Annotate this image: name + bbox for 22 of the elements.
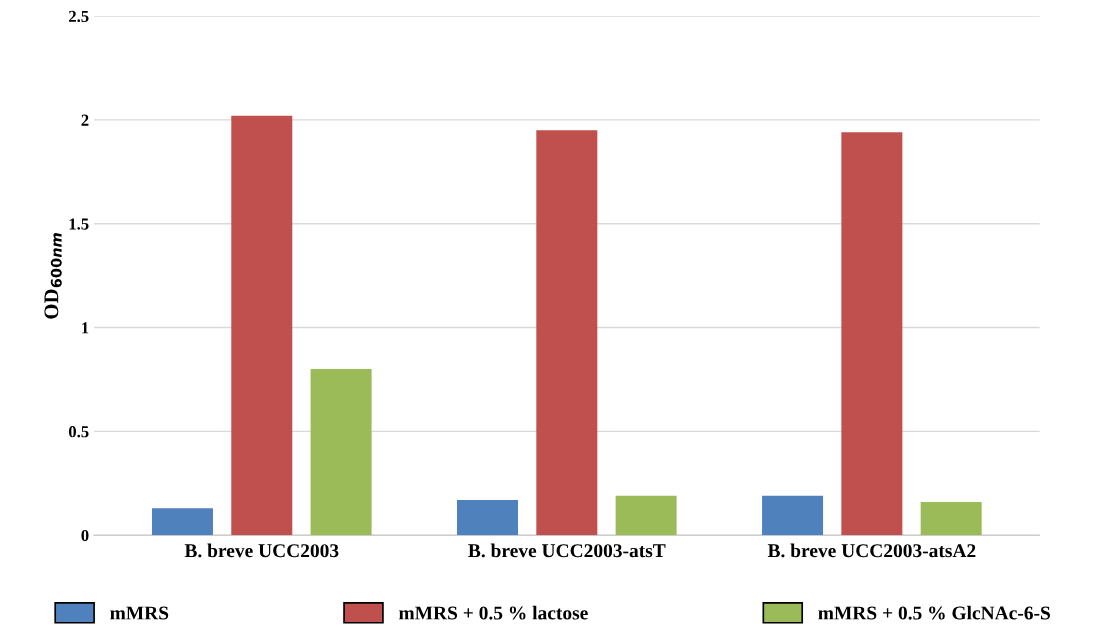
bar bbox=[231, 115, 293, 536]
bar bbox=[457, 499, 519, 536]
legend-label: mMRS + 0.5 % GlcNAc-6-S bbox=[818, 605, 1050, 620]
bar bbox=[762, 495, 824, 536]
bar bbox=[536, 130, 598, 536]
bar bbox=[841, 132, 903, 536]
x-tick-label: B. breve UCC2003 bbox=[184, 543, 339, 558]
x-tick-label: B. breve UCC2003-atsA2 bbox=[767, 543, 976, 558]
bar bbox=[920, 502, 982, 536]
bar bbox=[151, 508, 213, 536]
y-tick-label: 1.5 bbox=[69, 218, 89, 230]
y-tick-label: 2.5 bbox=[69, 10, 89, 23]
y-tick-label: 1 bbox=[82, 322, 89, 334]
legend-label: mMRS + 0.5 % lactose bbox=[399, 605, 588, 620]
bar bbox=[310, 369, 372, 536]
y-tick-label: 0 bbox=[81, 529, 89, 542]
legend-label: mMRS bbox=[110, 606, 169, 620]
y-axis-title: OD$_{600nm}$ bbox=[44, 233, 62, 319]
y-tick-label: 2 bbox=[81, 114, 89, 126]
x-tick-label: B. breve UCC2003-atsT bbox=[468, 543, 666, 558]
bar bbox=[615, 495, 677, 536]
y-tick-label: 0.5 bbox=[68, 426, 89, 438]
